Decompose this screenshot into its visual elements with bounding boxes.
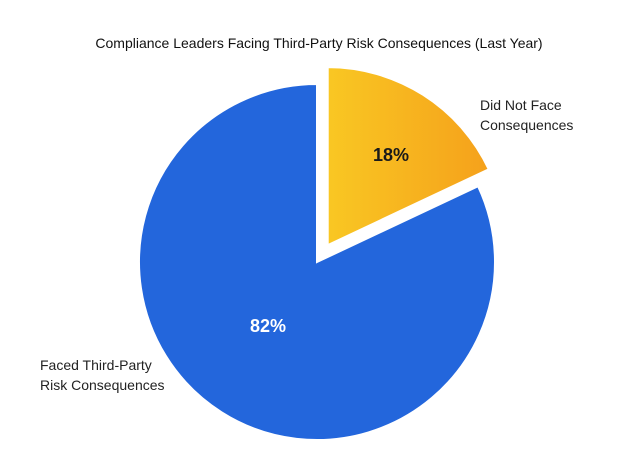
category-label-did-not-face: Did Not Face Consequences	[480, 97, 573, 133]
category-label-line: Risk Consequences	[40, 377, 165, 393]
value-label-did-not-face: 18%	[373, 145, 409, 165]
chart-title: Compliance Leaders Facing Third-Party Ri…	[95, 35, 542, 51]
category-label-line: Consequences	[480, 117, 573, 133]
category-label-line: Did Not Face	[480, 97, 562, 113]
category-label-line: Faced Third-Party	[40, 357, 152, 373]
pie-slice-did-not-face	[326, 66, 491, 247]
category-label-faced-consequences: Faced Third-Party Risk Consequences	[40, 357, 165, 393]
value-label-faced-consequences: 82%	[250, 316, 286, 336]
pie-slice-faced-consequences	[138, 82, 496, 441]
